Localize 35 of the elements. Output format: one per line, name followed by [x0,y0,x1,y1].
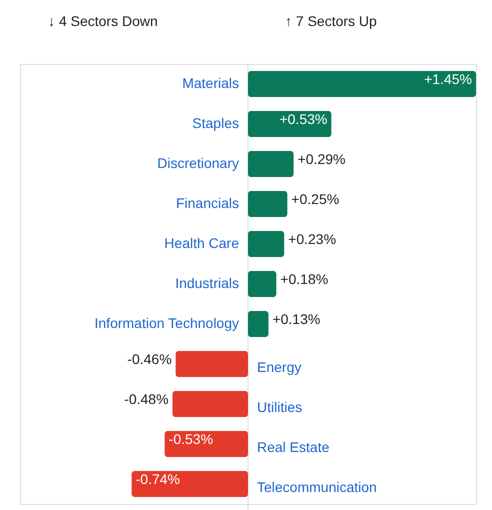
y-tick-label: Utilities [257,399,302,415]
bar [248,71,476,97]
data-label: -0.48% [124,391,169,407]
data-label: +0.13% [272,311,320,327]
bar [248,311,268,337]
bar [132,471,248,497]
y-tick-label: Staples [192,115,239,131]
bar [248,191,288,217]
data-label: +0.25% [291,191,340,207]
y-tick-label: Industrials [175,275,239,291]
y-tick-label: Health Care [164,235,240,251]
bar [248,111,332,137]
bar [176,351,248,377]
data-label: +0.29% [298,151,346,167]
data-label: +0.23% [288,231,336,247]
data-label: +1.45% [424,71,472,87]
text: ↓ 4 Sectors Down [48,13,158,29]
y-tick-label: Discretionary [157,155,239,171]
y-tick-label: Financials [176,195,239,211]
data-label: -0.53% [168,431,214,447]
y-tick-label: Telecommunication [257,479,377,495]
y-tick-label: Real Estate [257,439,330,455]
y-tick-label: Energy [257,359,302,375]
data-label: -0.74% [136,471,180,487]
bar [248,271,276,297]
y-tick-label: Information Technology [94,315,239,331]
text: ↑ 7 Sectors Up [284,13,378,29]
bar [164,431,248,457]
data-label: +0.53% [279,111,328,127]
bar [172,391,248,417]
data-label: +0.18% [280,271,328,287]
data-label: -0.46% [127,351,172,367]
bar [248,151,294,177]
y-tick-label: Materials [182,75,239,91]
bar [248,231,284,257]
